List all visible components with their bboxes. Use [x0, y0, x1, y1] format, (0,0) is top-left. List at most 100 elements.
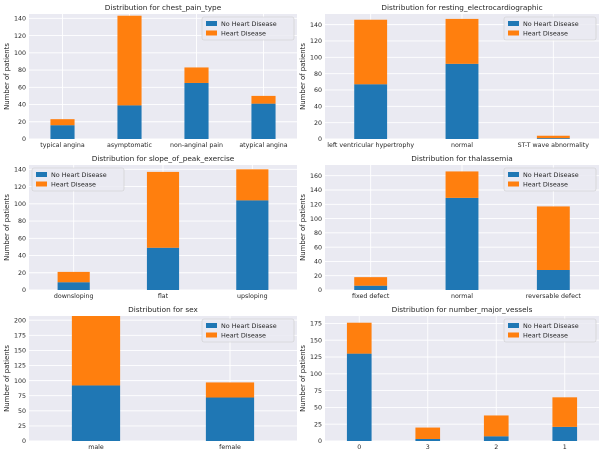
x-tick-label: non-anginal pain — [170, 142, 223, 149]
x-tick-label: male — [88, 444, 104, 451]
bar-heart-disease — [146, 171, 180, 248]
legend-box — [201, 16, 295, 41]
y-tick-label: 0 — [318, 287, 322, 294]
legend-label: No Heart Disease — [523, 171, 579, 179]
x-tick-label: left ventricular hypertrophy — [327, 142, 414, 149]
bar-heart-disease — [552, 397, 578, 427]
legend-label: Heart Disease — [523, 331, 568, 339]
x-tick-label: typical angina — [40, 142, 85, 149]
y-tick-label: 25 — [18, 423, 26, 430]
y-tick-label: 50 — [18, 408, 26, 415]
y-tick-label: 80 — [18, 218, 26, 225]
bar-no-heart-disease — [415, 438, 441, 441]
x-tick-label: 0 — [357, 444, 361, 451]
legend-swatch — [36, 172, 47, 177]
y-tick-label: 60 — [314, 244, 322, 251]
bar-heart-disease — [71, 316, 121, 386]
legend-label: Heart Disease — [523, 180, 568, 188]
y-tick-label: 0 — [22, 438, 26, 445]
legend-box — [31, 167, 125, 192]
chart-panel-1: 0 20 40 60 80 100 120 140 typical angina asymptom… — [3, 3, 297, 149]
y-axis-label: Number of patients — [299, 345, 307, 412]
y-tick-label: 40 — [314, 259, 322, 266]
x-tick-label: downsloping — [54, 293, 94, 300]
y-axis-label: Number of patients — [3, 43, 11, 110]
bar-no-heart-disease — [536, 270, 570, 290]
y-tick-label: 50 — [314, 405, 322, 412]
bar-no-heart-disease — [236, 200, 269, 290]
y-tick-label: 25 — [314, 421, 322, 428]
bar-heart-disease — [445, 18, 479, 64]
legend-box — [503, 167, 597, 192]
legend-label: Heart Disease — [523, 29, 568, 37]
y-tick-label: 0 — [22, 287, 26, 294]
y-tick-label: 120 — [14, 184, 26, 191]
bar-no-heart-disease — [354, 84, 388, 139]
bar-heart-disease — [50, 119, 75, 126]
y-tick-label: 100 — [14, 378, 26, 385]
bar-no-heart-disease — [146, 247, 180, 290]
chart-title: Distribution for sex — [128, 305, 198, 314]
legend-box — [503, 318, 597, 343]
x-tick-label: flat — [158, 293, 169, 300]
bar-heart-disease — [483, 415, 509, 437]
legend-box — [201, 318, 295, 343]
y-axis-label: Number of patients — [299, 194, 307, 261]
chart-title: Distribution for chest_pain_type — [105, 3, 222, 12]
y-tick-label: 100 — [14, 201, 26, 208]
y-tick-label: 125 — [310, 354, 322, 361]
legend-label: Heart Disease — [221, 29, 266, 37]
chart-panel-6: 0 25 50 75 100 125 150 175 0 3 2 1 Distribution for … — [299, 305, 599, 451]
y-tick-label: 75 — [314, 388, 322, 395]
bar-no-heart-disease — [184, 82, 209, 139]
legend-swatch — [508, 323, 519, 328]
bar-heart-disease — [236, 169, 269, 201]
legend-label: No Heart Disease — [221, 322, 277, 330]
bar-no-heart-disease — [536, 138, 570, 139]
y-tick-label: 120 — [310, 38, 322, 45]
y-tick-label: 100 — [310, 216, 322, 223]
y-tick-label: 40 — [18, 102, 26, 109]
y-tick-label: 80 — [18, 67, 26, 74]
y-tick-label: 140 — [14, 16, 26, 23]
legend-label: No Heart Disease — [221, 20, 277, 28]
legend-label: Heart Disease — [51, 180, 96, 188]
y-tick-label: 160 — [310, 173, 322, 180]
bar-heart-disease — [57, 271, 90, 283]
y-tick-label: 0 — [318, 136, 322, 143]
y-tick-label: 175 — [14, 333, 26, 340]
y-tick-label: 40 — [18, 253, 26, 260]
chart-panel-4: 0 20 40 60 80 100 120 140 160 fixed defect normal r… — [299, 154, 599, 300]
legend-swatch — [508, 21, 519, 26]
y-tick-label: 175 — [310, 321, 322, 328]
y-tick-label: 20 — [314, 273, 322, 280]
y-tick-label: 60 — [18, 235, 26, 242]
chart-title: Distribution for number_major_vessels — [392, 305, 533, 314]
bar-heart-disease — [184, 67, 209, 83]
bar-heart-disease — [205, 382, 255, 398]
y-tick-label: 140 — [310, 187, 322, 194]
bar-no-heart-disease — [117, 105, 142, 139]
y-axis-label: Number of patients — [3, 194, 11, 261]
x-tick-label: atypical angina — [239, 142, 287, 149]
bar-no-heart-disease — [346, 353, 372, 441]
y-tick-label: 40 — [314, 104, 322, 111]
legend-swatch — [508, 172, 519, 177]
y-tick-label: 140 — [310, 22, 322, 29]
x-tick-label: upsloping — [237, 293, 268, 300]
bar-heart-disease — [251, 95, 276, 104]
y-tick-label: 60 — [18, 84, 26, 91]
x-tick-label: 3 — [426, 444, 430, 451]
legend-swatch — [36, 181, 47, 187]
chart-title: Distribution for resting_electrocardiogr… — [381, 3, 542, 12]
legend-swatch — [508, 30, 519, 36]
legend-box — [503, 16, 597, 41]
chart-title: Distribution for slope_of_peak_exercise — [92, 154, 235, 163]
y-tick-label: 60 — [314, 87, 322, 94]
